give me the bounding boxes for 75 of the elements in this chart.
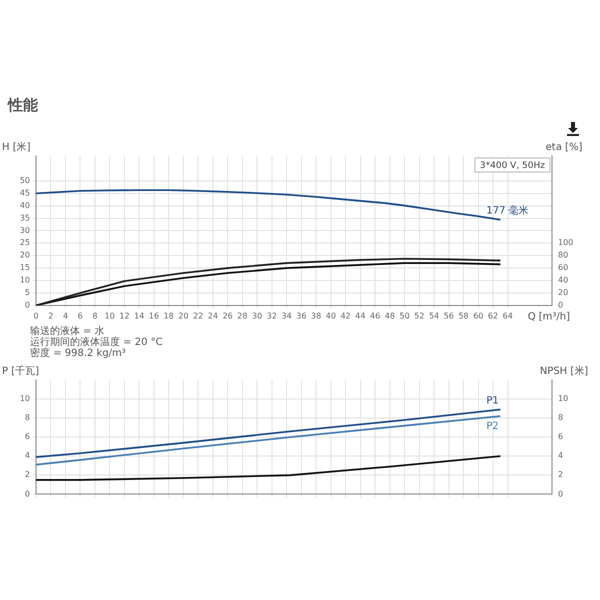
y-tick-label: 0	[24, 300, 30, 310]
x-tick-label: 34	[282, 311, 292, 320]
x-tick-label: 22	[193, 311, 204, 320]
y-tick-label: 40	[20, 200, 30, 210]
y-tick-label: 5	[24, 288, 30, 298]
y2-tick-label: 10	[558, 394, 568, 404]
x-tick-label: 26	[222, 311, 233, 320]
y2-tick-label: 20	[558, 288, 568, 298]
x-tick-label: 36	[296, 311, 306, 320]
x-tick-label: 16	[148, 311, 160, 320]
y2-tick-label: 80	[558, 250, 568, 260]
x-tick-label: 20	[178, 311, 189, 320]
y-axis-title: P [千瓦]	[2, 365, 40, 377]
y-tick-label: 10	[20, 276, 30, 285]
x-tick-label: 18	[164, 311, 174, 320]
y-tick-label: 2	[24, 470, 30, 480]
x-tick-label: 44	[355, 311, 366, 320]
x-tick-label: 4	[62, 311, 68, 320]
x-tick-label: 2	[48, 311, 54, 320]
y-tick-label: 35	[20, 213, 30, 222]
y2-axis-title: NPSH [米]	[540, 365, 588, 377]
y2-axis-title: eta [%]	[546, 142, 582, 153]
y2-tick-label: 0	[558, 489, 564, 498]
x-axis-title: Q [m³/h]	[528, 311, 570, 322]
y2-tick-label: 60	[558, 263, 568, 272]
x-tick-label: 38	[311, 311, 322, 320]
x-tick-label: 50	[399, 311, 410, 320]
x-tick-label: 46	[370, 311, 380, 320]
y2-tick-label: 2	[558, 470, 564, 480]
y-tick-label: 8	[24, 413, 30, 422]
y2-tick-label: 4	[558, 451, 564, 460]
x-tick-label: 60	[473, 311, 484, 320]
x-tick-label: 30	[252, 311, 262, 320]
text: 输送的液体 = 水	[30, 326, 106, 337]
y-axis-title: H [米]	[2, 141, 31, 153]
y2-tick-label: 0	[558, 300, 564, 310]
y-tick-label: 30	[20, 226, 30, 235]
series-label: 177 毫米	[486, 204, 529, 217]
y2-tick-label: 6	[558, 432, 564, 442]
x-tick-label: 58	[458, 311, 469, 320]
x-tick-label: 40	[326, 311, 336, 320]
text: 运行期间的液体温度 = 20 °C	[30, 337, 163, 348]
y-tick-label: 4	[24, 451, 30, 460]
y-tick-label: 50	[20, 176, 30, 185]
x-tick-label: 48	[384, 311, 395, 320]
x-tick-label: 28	[237, 311, 248, 320]
y-tick-label: 45	[20, 188, 30, 198]
x-tick-label: 12	[119, 311, 130, 320]
y-tick-label: 20	[20, 250, 30, 260]
x-tick-label: 14	[134, 311, 144, 320]
y-tick-label: 0	[24, 489, 30, 498]
y2-tick-label: 100	[558, 238, 574, 248]
y-tick-label: 10	[20, 394, 30, 404]
x-tick-label: 62	[488, 311, 498, 320]
text: 密度 = 998.2 kg/m³	[30, 348, 127, 359]
x-tick-label: 6	[78, 311, 83, 320]
y-tick-label: 25	[20, 238, 30, 248]
x-tick-label: 24	[208, 311, 218, 320]
x-tick-label: 56	[444, 311, 454, 320]
series-label: P1	[486, 396, 499, 406]
chart-title: 性能	[8, 96, 38, 115]
x-tick-label: 42	[340, 311, 351, 320]
text: 3*400 V, 50Hz	[480, 161, 546, 171]
y2-tick-label: 8	[558, 413, 564, 422]
x-tick-label: 8	[92, 311, 98, 320]
x-tick-label: 54	[428, 311, 440, 320]
x-tick-label: 10	[104, 311, 115, 320]
x-tick-label: 64	[502, 311, 513, 320]
y-tick-label: 15	[20, 263, 30, 272]
y2-tick-label: 40	[558, 276, 568, 285]
series-label: P2	[486, 421, 499, 432]
x-tick-label: 52	[414, 311, 424, 320]
x-tick-label: 32	[266, 311, 277, 320]
x-tick-label: 0	[33, 311, 39, 320]
y-tick-label: 6	[24, 432, 30, 442]
